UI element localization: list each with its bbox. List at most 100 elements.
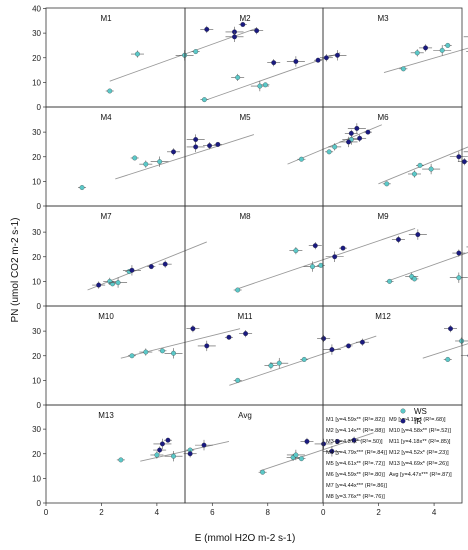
point-ir bbox=[271, 60, 277, 66]
point-ir bbox=[207, 143, 212, 149]
regression-line bbox=[386, 252, 468, 282]
point-ir bbox=[148, 264, 154, 270]
y-tick-label: 0 bbox=[37, 202, 42, 211]
panel-title: M4 bbox=[100, 113, 112, 122]
panel-m1: M1 bbox=[100, 14, 264, 94]
panel-frame bbox=[184, 205, 324, 307]
point-ir bbox=[448, 326, 453, 332]
point-ir bbox=[190, 326, 196, 332]
point-ir bbox=[365, 129, 371, 135]
x-axis-label: E (mmol H2O m-2 s-1) bbox=[195, 533, 296, 544]
panel-frame bbox=[45, 205, 186, 307]
point-ir bbox=[304, 438, 310, 444]
regression-line bbox=[378, 146, 468, 185]
point-ws bbox=[310, 264, 315, 270]
y-tick-label: 10 bbox=[32, 474, 41, 483]
point-ws bbox=[298, 456, 304, 462]
panel-m10: M10 bbox=[98, 312, 253, 359]
panel-frame bbox=[45, 404, 186, 504]
point-ir bbox=[456, 154, 462, 160]
point-ir bbox=[293, 58, 299, 64]
point-ws bbox=[257, 83, 263, 89]
panel-title: M7 bbox=[100, 212, 112, 221]
point-ir bbox=[329, 347, 335, 353]
x-tick-label: 0 bbox=[44, 508, 49, 517]
point-ir bbox=[162, 261, 168, 267]
point-ws bbox=[445, 356, 451, 362]
panel-m12: M12 bbox=[375, 312, 468, 362]
panel-frame bbox=[45, 106, 186, 207]
y-tick-label: 0 bbox=[37, 302, 42, 311]
point-ir bbox=[329, 448, 335, 454]
point-ir bbox=[129, 267, 135, 273]
y-tick-label: 10 bbox=[32, 277, 41, 286]
point-ir bbox=[204, 343, 210, 349]
panel-m6: M6 bbox=[377, 113, 468, 187]
point-ir bbox=[348, 130, 354, 136]
legend-equation: Avg [y=4.47x*** (R²=.87)] bbox=[389, 472, 452, 478]
point-ir bbox=[193, 137, 199, 142]
panels-layer: M1 M2 M3 M4 M5 M6 M7 M8 M9 M10 M11 M12 M13 Avg bbox=[78, 14, 468, 475]
y-tick-label: 20 bbox=[32, 54, 41, 63]
panel-m13: M13 bbox=[98, 411, 230, 463]
point-ir bbox=[423, 45, 429, 51]
point-ws bbox=[193, 49, 199, 55]
legend-equation: M4 [y=4.79x*** (R²=.84)] bbox=[326, 450, 387, 456]
point-ws bbox=[439, 47, 445, 53]
panel-frame bbox=[184, 106, 324, 207]
y-tick-label: 20 bbox=[32, 153, 41, 162]
point-ir bbox=[215, 141, 221, 147]
point-ws bbox=[268, 363, 274, 369]
point-ws bbox=[326, 149, 332, 155]
panel-frame bbox=[322, 106, 463, 207]
x-tick-label: 2 bbox=[376, 508, 381, 517]
panel-frame bbox=[322, 205, 463, 307]
point-ws bbox=[129, 353, 135, 359]
point-ws bbox=[107, 278, 113, 284]
panel-m5: M5 bbox=[239, 113, 382, 165]
panel-m11: M11 bbox=[229, 312, 377, 386]
y-tick-label: 30 bbox=[32, 128, 41, 137]
y-tick-label: 10 bbox=[32, 177, 41, 186]
point-ir bbox=[201, 442, 207, 448]
panel-frame bbox=[45, 305, 186, 406]
point-ir bbox=[461, 159, 467, 165]
regression-line bbox=[237, 228, 416, 290]
panel-m9: M9 bbox=[377, 212, 468, 284]
panel-m7: M7 bbox=[87, 212, 207, 291]
panel-title: M12 bbox=[375, 312, 391, 321]
panel-frame bbox=[184, 305, 324, 406]
point-ir bbox=[346, 343, 351, 349]
point-ir bbox=[346, 139, 351, 145]
legend-equation: M11 [y=4.18x** (R²=.85)] bbox=[389, 439, 451, 445]
point-ws bbox=[154, 452, 160, 458]
panel-title: M5 bbox=[239, 113, 251, 122]
point-ws bbox=[387, 278, 392, 284]
point-ws bbox=[414, 50, 420, 56]
point-ws bbox=[260, 469, 266, 475]
y-tick-label: 20 bbox=[32, 253, 41, 262]
panel-m3: M3 bbox=[377, 14, 468, 73]
point-ws bbox=[132, 155, 138, 161]
legend-equation: M1 [y=4.59x** (R²=.82)] bbox=[326, 417, 385, 423]
point-ir bbox=[187, 451, 193, 457]
point-ws bbox=[298, 156, 304, 162]
panel-title: M8 bbox=[239, 212, 251, 221]
legend-equation: M8 [y=3.76x** (R²=.76)] bbox=[326, 494, 385, 500]
regression-line bbox=[120, 328, 241, 359]
panel-title: M10 bbox=[98, 312, 114, 321]
point-ws bbox=[171, 350, 176, 356]
point-ir bbox=[354, 125, 360, 131]
point-ws bbox=[235, 377, 241, 383]
x-tick-label: 2 bbox=[99, 508, 104, 517]
y-tick-label: 10 bbox=[32, 376, 41, 385]
x-tick-label: 8 bbox=[266, 508, 271, 517]
panel-frame bbox=[184, 404, 324, 504]
panel-avg: Avg bbox=[238, 411, 374, 475]
point-ws bbox=[276, 360, 282, 366]
panel-m2: M2 bbox=[200, 14, 347, 103]
point-ir bbox=[315, 57, 321, 63]
point-ir bbox=[226, 334, 232, 340]
x-tick-label: 0 bbox=[321, 508, 326, 517]
